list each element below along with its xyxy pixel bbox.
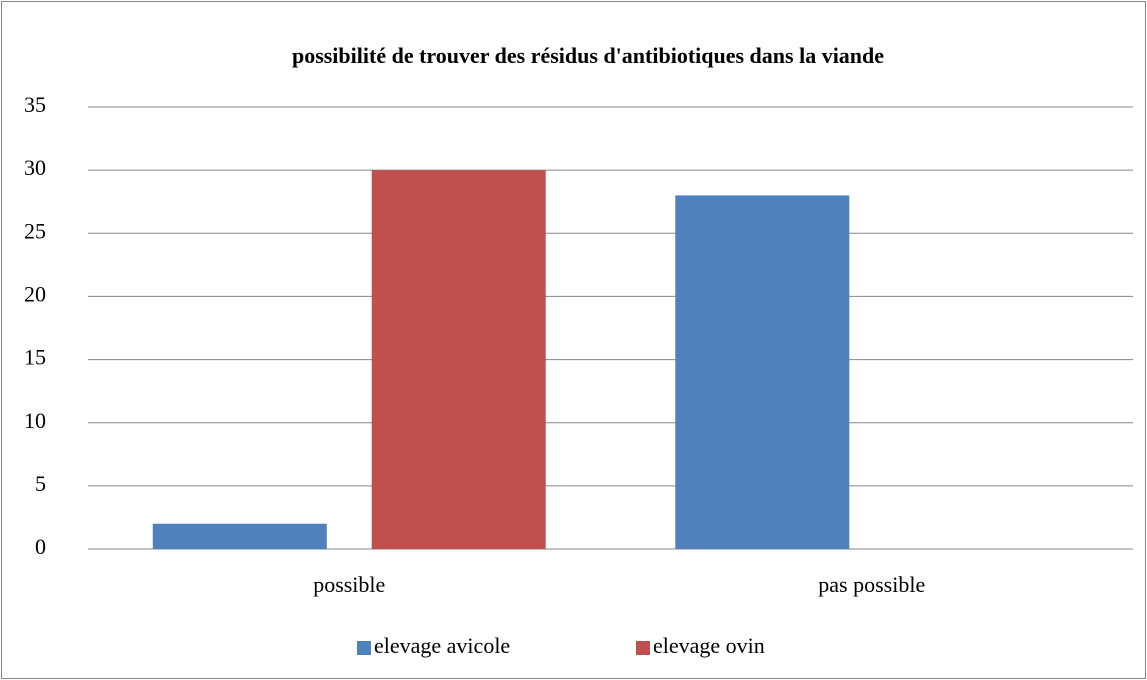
- y-tick-label: 20: [24, 281, 46, 306]
- x-tick-label: pas possible: [818, 572, 925, 597]
- y-tick-label: 10: [24, 408, 46, 433]
- legend-label: elevage avicole: [374, 633, 510, 658]
- bar: [371, 170, 546, 549]
- legend-swatch: [636, 641, 650, 655]
- legend-label: elevage ovin: [653, 633, 765, 658]
- y-tick-label: 0: [35, 534, 46, 559]
- y-tick-label: 30: [24, 155, 46, 180]
- chart-title: possibilité de trouver des résidus d'ant…: [292, 43, 884, 68]
- bar: [152, 523, 327, 549]
- bar: [675, 195, 850, 549]
- legend-swatch: [357, 641, 371, 655]
- x-tick-label: possible: [313, 572, 385, 597]
- y-tick-label: 35: [24, 92, 46, 117]
- y-tick-label: 25: [24, 218, 46, 243]
- y-tick-label: 5: [35, 471, 46, 496]
- y-tick-label: 15: [24, 345, 46, 370]
